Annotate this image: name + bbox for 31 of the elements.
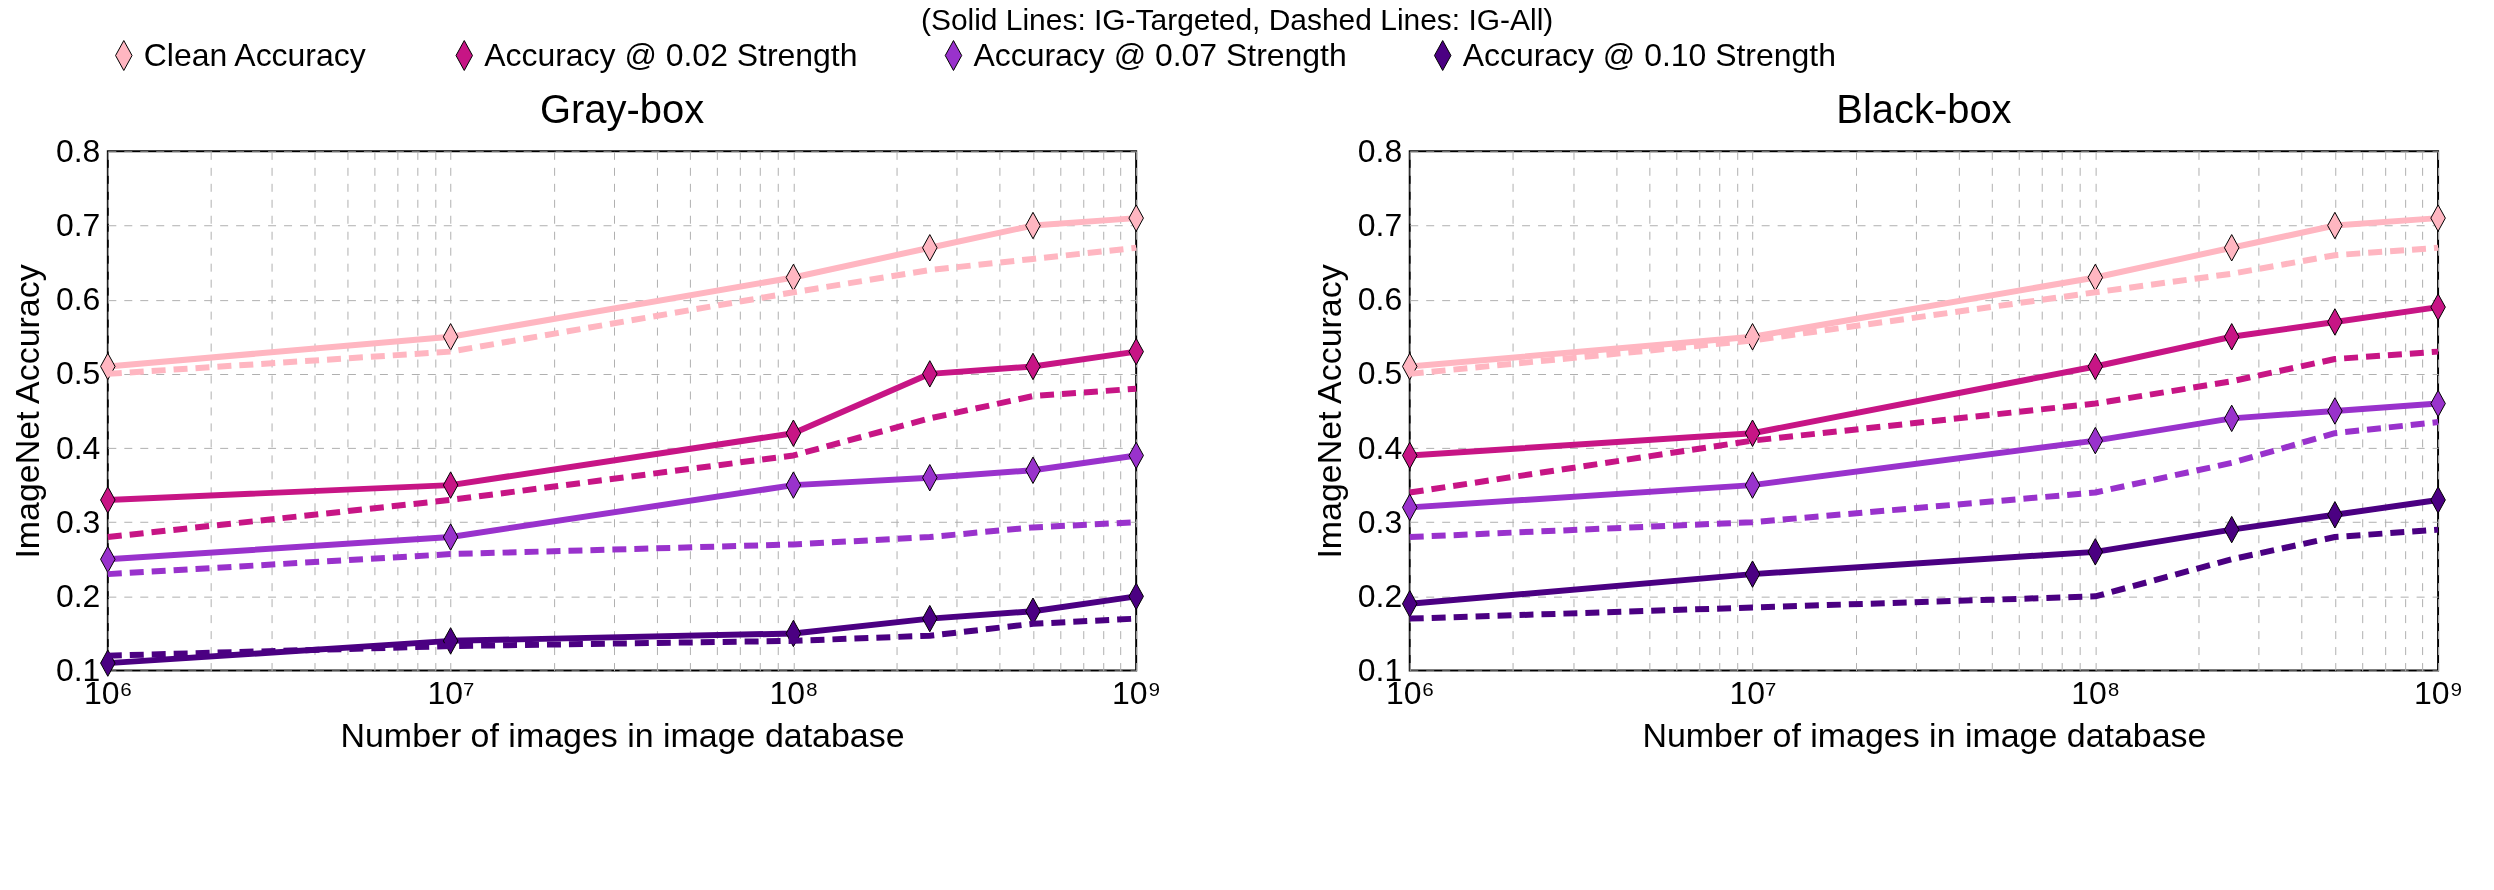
legend-label: Accuracy @ 0.02 Strength bbox=[484, 36, 858, 73]
legend-label: Clean Accuracy bbox=[143, 36, 366, 73]
text: (Solid Lines: IG-Targeted, Dashed Lines: IG-All) bbox=[920, 2, 1554, 36]
x-tick-label: 10⁹ bbox=[2413, 674, 2464, 711]
y-tick-label: 0.3 bbox=[1357, 503, 1403, 540]
chart-title: Black-box bbox=[1836, 87, 2012, 132]
y-tick-label: 0.4 bbox=[55, 429, 101, 466]
y-tick-label: 0.5 bbox=[55, 355, 101, 392]
y-tick-label: 0.7 bbox=[1357, 207, 1403, 244]
x-axis-title: Number of images in image database bbox=[340, 715, 905, 754]
y-tick-label: 0.7 bbox=[55, 207, 101, 244]
y-tick-label: 0.3 bbox=[55, 503, 101, 540]
legend-label: Accuracy @ 0.10 Strength bbox=[1462, 36, 1836, 73]
y-axis-title: ImageNet Accuracy bbox=[1309, 264, 1348, 559]
x-tick-label: 10⁸ bbox=[2071, 674, 2121, 711]
x-tick-label: 10⁷ bbox=[1729, 674, 1777, 711]
y-tick-label: 0.5 bbox=[1357, 355, 1403, 392]
x-tick-label: 10⁹ bbox=[1112, 674, 1162, 711]
y-tick-label: 0.6 bbox=[1357, 281, 1403, 318]
y-tick-label: 0.2 bbox=[1357, 577, 1403, 614]
y-tick-label: 0.6 bbox=[55, 281, 101, 318]
x-tick-label: 10⁷ bbox=[427, 674, 475, 711]
y-tick-label: 0.4 bbox=[1357, 429, 1403, 466]
chart-title: Gray-box bbox=[539, 87, 705, 132]
x-tick-label: 10⁸ bbox=[769, 674, 819, 711]
y-tick-label: 0.2 bbox=[55, 577, 101, 614]
y-tick-label: 0.8 bbox=[55, 132, 101, 169]
y-axis-title: ImageNet Accuracy bbox=[7, 264, 46, 559]
legend-label: Accuracy @ 0.07 Strength bbox=[973, 36, 1347, 73]
y-tick-label: 0.8 bbox=[1357, 132, 1403, 169]
x-axis-title: Number of images in image database bbox=[1642, 715, 2207, 754]
